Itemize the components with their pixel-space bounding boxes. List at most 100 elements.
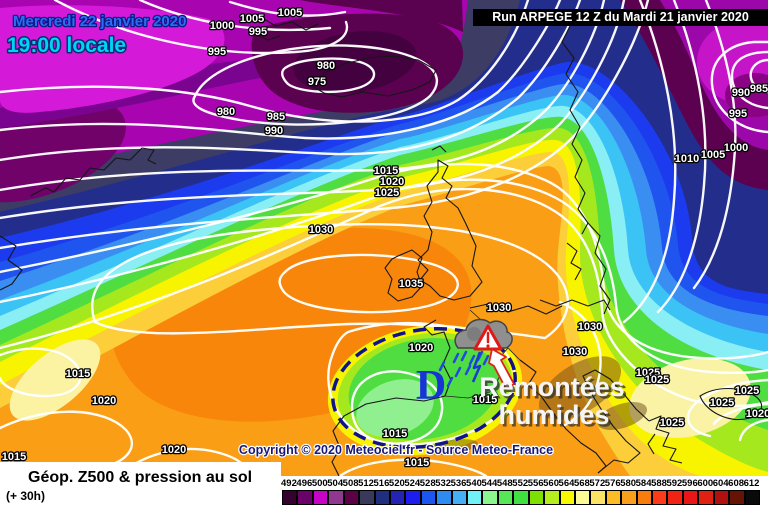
scale-color-cell — [559, 490, 575, 505]
contour-label: 995 — [729, 108, 747, 120]
scale-tick-label: 588 — [651, 478, 667, 489]
contour-label: 995 — [249, 26, 267, 38]
scale-tick-label: 520 — [388, 478, 405, 489]
contour-label: 1015 — [374, 165, 398, 177]
contour-label: 1010 — [675, 153, 699, 165]
scale-tick-label: 532 — [435, 478, 452, 489]
scale-tick-label: 572 — [589, 478, 606, 489]
contour-label: 1000 — [210, 20, 234, 32]
scale-color-cell — [574, 490, 591, 505]
scale-color-cell — [682, 490, 699, 505]
scale-color-cell — [652, 490, 668, 505]
scale-color-cell — [729, 490, 745, 505]
scale-tick-label: 548 — [496, 478, 513, 489]
contour-label: 985 — [750, 83, 768, 95]
scale-color-cell — [343, 490, 360, 505]
scale-color-cell — [698, 490, 714, 505]
contour-label: 1025 — [735, 385, 759, 397]
contour-label: 1025 — [710, 397, 734, 409]
svg-text:humides: humides — [498, 400, 609, 430]
contour-label: 1035 — [399, 278, 423, 290]
scale-tick-label: 500 — [311, 478, 328, 489]
scale-tick-label: 604 — [712, 478, 729, 489]
copyright-text: Copyright © 2020 Meteociel.fr - Source M… — [239, 443, 553, 457]
scale-color-cell — [513, 490, 529, 505]
scale-color-cell — [636, 490, 653, 505]
humid-flow-arrow-icon — [488, 348, 515, 390]
contour-label: 980 — [317, 60, 335, 72]
contour-label: 1020 — [380, 176, 404, 188]
scale-tick-label: 528 — [419, 478, 436, 489]
contour-label: 1025 — [375, 187, 399, 199]
contour-label: 1025 — [660, 417, 684, 429]
contour-label: 1020 — [162, 444, 186, 456]
scale-color-cell — [420, 490, 437, 505]
scale-color-cell — [667, 490, 683, 505]
scale-color-cell — [544, 490, 560, 505]
contour-label: 985 — [267, 111, 285, 123]
scale-tick-label: 592 — [666, 478, 683, 489]
scale-tick-label: 612 — [743, 478, 760, 489]
scale-tick-label: 492 — [281, 478, 297, 489]
scale-color-cell — [621, 490, 637, 505]
contour-label: 1020 — [746, 408, 768, 420]
scale-color-cell — [451, 490, 468, 505]
contour-label: 1030 — [309, 224, 333, 236]
contour-label: 995 — [208, 46, 226, 58]
contour-label: 1015 — [66, 368, 90, 380]
scale-tick-label: 568 — [573, 478, 590, 489]
scale-tick-label: 576 — [604, 478, 621, 489]
scale-color-cell — [605, 490, 622, 505]
run-info-bar: Run ARPEGE 12 Z du Mardi 21 janvier 2020 — [473, 9, 768, 26]
scale-color-cell — [744, 490, 760, 505]
contour-label: 1025 — [645, 374, 669, 386]
contour-label: 1005 — [240, 13, 264, 25]
scale-color-cell — [590, 490, 606, 505]
scale-tick-label: 580 — [620, 478, 637, 489]
legend-box: Géop. Z500 & pression au sol (+ 30h) — [0, 462, 281, 512]
scale-color-cell — [312, 490, 329, 505]
scale-tick-label: 560 — [543, 478, 559, 489]
contour-label: 1015 — [405, 457, 429, 469]
valid-time-text: 19:00 locale — [7, 34, 126, 57]
contour-label: 1030 — [563, 346, 587, 358]
svg-text:Remontées: Remontées — [479, 372, 625, 402]
scale-color-cell — [467, 490, 483, 505]
scale-color-cell — [282, 490, 298, 505]
valid-date-text: Mercredi 22 janvier 2020 — [13, 13, 186, 30]
scale-color-cell — [528, 490, 545, 505]
scale-tick-label: 508 — [342, 478, 359, 489]
scale-color-cell — [713, 490, 730, 505]
scale-tick-label: 556 — [527, 478, 544, 489]
annotation-remontees-humides: Remontées humides Remontées humides — [479, 372, 627, 433]
scale-tick-label: 516 — [373, 478, 390, 489]
scale-tick-label: 536 — [450, 478, 467, 489]
contour-label: 975 — [308, 76, 326, 88]
scale-color-cell — [482, 490, 498, 505]
low-pressure-marker: D — [416, 363, 446, 409]
scale-tick-label: 544 — [481, 478, 498, 489]
scale-tick-label: 608 — [728, 478, 745, 489]
scale-tick-label: 596 — [681, 478, 698, 489]
scale-tick-label: 512 — [358, 478, 374, 489]
warning-triangle-icon — [473, 324, 503, 351]
scale-color-cell — [359, 490, 375, 505]
isobar-contours — [0, 0, 768, 476]
contour-label: 1005 — [278, 7, 302, 19]
contour-label: 1000 — [724, 142, 748, 154]
scale-tick-label: 524 — [404, 478, 421, 489]
contour-label: 1015 — [383, 428, 407, 440]
contour-label: 1015 — [473, 394, 497, 406]
scale-tick-label: 564 — [558, 478, 575, 489]
scale-tick-label: 584 — [635, 478, 652, 489]
scale-tick-label: 540 — [466, 478, 482, 489]
scale-color-cell — [297, 490, 313, 505]
contour-label: 990 — [732, 87, 750, 99]
contour-label: 1030 — [578, 321, 602, 333]
scale-color-cell — [328, 490, 344, 505]
scale-color-cell — [436, 490, 452, 505]
legend-title: Géop. Z500 & pression au sol — [28, 469, 253, 486]
scale-tick-label: 496 — [296, 478, 313, 489]
scale-tick-label: 600 — [697, 478, 714, 489]
